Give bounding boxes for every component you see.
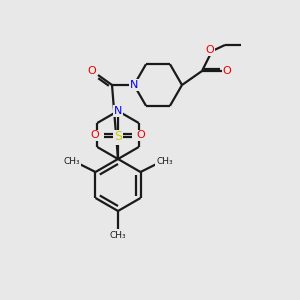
Text: O: O: [206, 45, 214, 55]
Text: O: O: [223, 66, 231, 76]
Text: N: N: [114, 106, 122, 116]
Text: O: O: [88, 66, 96, 76]
Text: O: O: [91, 130, 99, 140]
Text: CH₃: CH₃: [156, 158, 173, 166]
Text: N: N: [130, 80, 138, 90]
Text: CH₃: CH₃: [110, 230, 126, 239]
Text: S: S: [114, 130, 122, 143]
Text: CH₃: CH₃: [63, 158, 80, 166]
Text: O: O: [136, 130, 146, 140]
